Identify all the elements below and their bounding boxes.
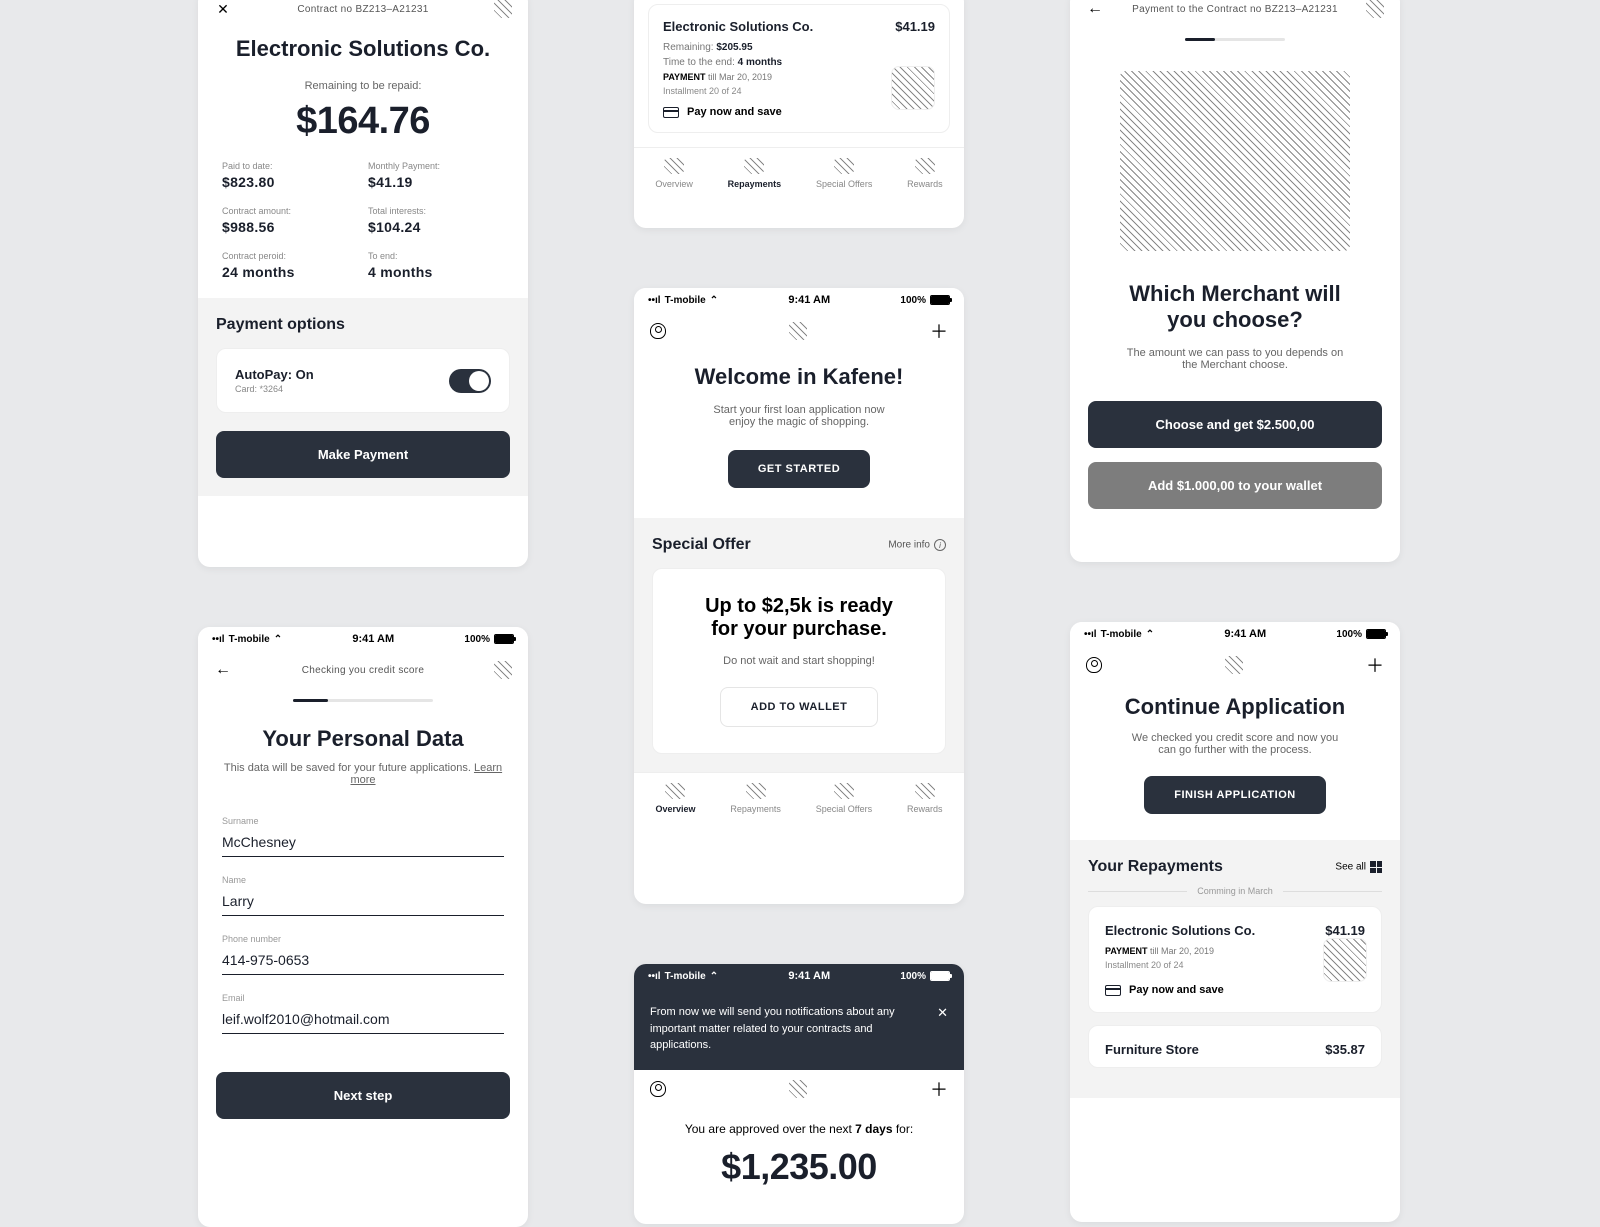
profile-icon[interactable] [650, 1081, 666, 1097]
battery-icon [930, 295, 950, 305]
get-started-button[interactable]: GET STARTED [728, 450, 870, 488]
card-icon [1105, 985, 1121, 996]
tab-overview[interactable]: Overview [655, 158, 693, 189]
add-icon[interactable] [930, 322, 948, 340]
progress-bar [293, 699, 433, 702]
repayments-title: Your Repayments [1088, 858, 1223, 876]
logo-icon [494, 661, 512, 679]
repayment-card[interactable]: Furniture Store $35.87 [1088, 1025, 1382, 1068]
offer-title: Special Offer [652, 536, 751, 554]
contract-number: Contract no BZ213–A21231 [297, 4, 428, 15]
amount: $41.19 [895, 19, 935, 34]
period-value: 24 months [222, 264, 358, 280]
monthly-label: Monthly Payment: [368, 161, 504, 171]
finish-application-button[interactable]: FINISH APPLICATION [1144, 776, 1325, 814]
pay-now-link[interactable]: Pay now and save [1129, 984, 1224, 996]
email-field[interactable] [222, 1007, 504, 1034]
continue-title: Continue Application [1094, 694, 1376, 720]
see-all-link[interactable]: See all [1335, 861, 1382, 873]
monthly-value: $41.19 [368, 174, 504, 190]
period-label: Contract peroid: [222, 251, 358, 261]
grid-icon [1370, 861, 1382, 873]
tab-overview[interactable]: Overview [655, 783, 695, 814]
tab-rewards[interactable]: Rewards [907, 783, 943, 814]
remaining-amount: $164.76 [222, 100, 504, 143]
status-time: 9:41 AM [788, 294, 830, 306]
notification-text: From now we will send you notifications … [650, 1004, 925, 1054]
tab-offers[interactable]: Special Offers [816, 783, 872, 814]
merchant-name: Electronic Solutions Co. [663, 19, 813, 34]
logo-icon [1225, 656, 1243, 674]
paid-value: $823.80 [222, 174, 358, 190]
next-step-button[interactable]: Next step [216, 1072, 510, 1119]
product-image [1323, 938, 1367, 982]
tab-rewards[interactable]: Rewards [907, 158, 943, 189]
profile-icon[interactable] [650, 323, 666, 339]
back-icon[interactable] [1086, 0, 1104, 18]
merchant-name: Electronic Solutions Co. [222, 36, 504, 62]
info-icon [934, 539, 946, 551]
page-title: Payment to the Contract no BZ213–A21231 [1132, 4, 1338, 15]
tab-repayments[interactable]: Repayments [730, 783, 781, 814]
autopay-label: AutoPay: On [235, 367, 314, 382]
amount-value: $988.56 [222, 219, 358, 235]
phone-field[interactable] [222, 948, 504, 975]
add-wallet-button[interactable]: Add $1.000,00 to your wallet [1088, 462, 1382, 509]
profile-icon[interactable] [1086, 657, 1102, 673]
page-title: Checking you credit score [302, 665, 425, 676]
close-notification-icon[interactable] [937, 1004, 948, 1022]
interest-label: Total interests: [368, 206, 504, 216]
logo-icon [494, 0, 512, 18]
merchant-image [1120, 71, 1350, 251]
surname-field[interactable] [222, 830, 504, 857]
end-label: To end: [368, 251, 504, 261]
more-info-link[interactable]: More info [888, 539, 946, 551]
autopay-toggle[interactable] [449, 369, 491, 393]
card-icon [663, 107, 679, 118]
logo-icon [789, 1080, 807, 1098]
name-field[interactable] [222, 889, 504, 916]
interest-value: $104.24 [368, 219, 504, 235]
options-title: Payment options [216, 316, 510, 334]
remaining-label: Remaining to be repaid: [222, 80, 504, 92]
logo-icon [1366, 0, 1384, 18]
approved-amount: $1,235.00 [658, 1146, 940, 1188]
add-wallet-button[interactable]: ADD TO WALLET [720, 687, 879, 727]
back-icon[interactable] [214, 661, 232, 679]
end-value: 4 months [368, 264, 504, 280]
add-icon[interactable] [930, 1080, 948, 1098]
pay-now-link[interactable]: Pay now and save [687, 106, 782, 118]
add-icon[interactable] [1366, 656, 1384, 674]
autopay-card: Card: *3264 [235, 384, 314, 394]
form-heading: Your Personal Data [222, 726, 504, 752]
paid-label: Paid to date: [222, 161, 358, 171]
tab-repayments[interactable]: Repayments [728, 158, 782, 189]
product-image [891, 66, 935, 110]
choose-button[interactable]: Choose and get $2.500,00 [1088, 401, 1382, 448]
amount-label: Contract amount: [222, 206, 358, 216]
repayment-card[interactable]: Electronic Solutions Co. $41.19 PAYMENT … [1088, 906, 1382, 1013]
welcome-title: Welcome in Kafene! [658, 364, 940, 390]
progress-bar [1185, 38, 1285, 41]
logo-icon [789, 322, 807, 340]
make-payment-button[interactable]: Make Payment [216, 431, 510, 478]
tab-offers[interactable]: Special Offers [816, 158, 872, 189]
close-icon[interactable] [214, 0, 232, 18]
